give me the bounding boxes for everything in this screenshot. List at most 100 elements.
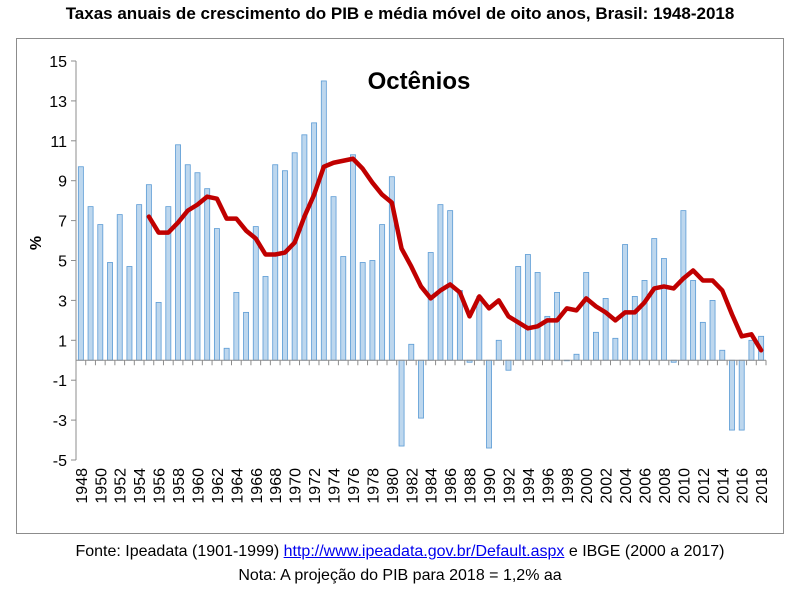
bar-2015 xyxy=(729,359,735,431)
x-tick-label: 1950 xyxy=(93,468,110,504)
bar-1958 xyxy=(175,144,181,361)
x-tick-label: 1966 xyxy=(249,468,266,504)
y-tick-label: -5 xyxy=(53,453,67,470)
bar-2012 xyxy=(699,321,706,361)
bar-2004 xyxy=(622,244,629,361)
x-tick-label: 1976 xyxy=(346,468,363,504)
bar-1977 xyxy=(359,262,366,361)
x-tick-label: 1994 xyxy=(521,468,538,504)
x-tick-label: 1948 xyxy=(74,468,91,504)
x-tick-label: 2014 xyxy=(715,468,732,504)
x-tick-label: 1964 xyxy=(229,468,246,504)
bar-1999 xyxy=(573,353,580,361)
y-tick-label: 5 xyxy=(58,254,67,271)
bar-1964 xyxy=(233,292,240,361)
bar-1953 xyxy=(126,266,133,361)
x-tick-label: 1988 xyxy=(463,468,480,504)
chart-inner-title: Octênios xyxy=(368,68,471,95)
source-link[interactable]: http://www.ipeadata.gov.br/Default.aspx xyxy=(283,543,565,560)
x-tick-label: 1956 xyxy=(152,468,169,504)
bar-1966 xyxy=(252,226,259,361)
bar-1955 xyxy=(145,184,152,361)
bar-1982 xyxy=(408,343,415,361)
bar-1984 xyxy=(427,252,434,361)
bar-1951 xyxy=(107,262,113,361)
chart-area xyxy=(16,38,784,534)
bar-1983 xyxy=(418,359,424,419)
x-tick-label: 1996 xyxy=(540,468,557,504)
y-tick-label: 3 xyxy=(58,293,67,310)
projection-note: Nota: A projeção do PIB para 2018 = 1,2%… xyxy=(238,567,562,584)
x-tick-label: 1992 xyxy=(501,468,518,504)
x-tick-label: 2010 xyxy=(676,468,693,504)
y-tick-label: 1 xyxy=(58,333,67,350)
bar-2014 xyxy=(719,349,726,361)
bar-2016 xyxy=(738,359,745,431)
bar-1965 xyxy=(243,311,249,361)
bar-series xyxy=(77,80,765,449)
x-tick-label: 2006 xyxy=(638,468,655,504)
bar-2008 xyxy=(661,258,667,361)
bar-1950 xyxy=(97,224,104,361)
bar-1985 xyxy=(437,204,444,361)
bar-1973 xyxy=(320,80,327,361)
x-tick-label: 1954 xyxy=(132,468,149,504)
bar-1975 xyxy=(340,256,347,361)
bar-1961 xyxy=(204,188,211,361)
x-tick-label: 2002 xyxy=(599,468,616,504)
bar-1981 xyxy=(398,359,405,447)
bar-1992 xyxy=(505,359,512,371)
bar-2002 xyxy=(602,297,609,361)
bar-1974 xyxy=(330,196,337,361)
bar-1978 xyxy=(369,260,376,361)
x-tick-label: 2016 xyxy=(735,468,752,504)
bar-1952 xyxy=(116,214,123,361)
bar-1954 xyxy=(136,204,143,361)
bar-2010 xyxy=(680,210,687,361)
bar-2017 xyxy=(748,339,755,361)
moving-average-series xyxy=(146,156,764,353)
bar-1959 xyxy=(184,164,191,361)
x-tick-label: 1990 xyxy=(482,468,499,504)
x-tick-label: 1962 xyxy=(210,468,227,504)
x-tick-label: 1970 xyxy=(288,468,305,504)
source-prefix: Fonte: Ipeadata (1901-1999) xyxy=(75,543,280,560)
x-tick-label: 1974 xyxy=(327,468,344,504)
bar-1970 xyxy=(291,152,298,361)
bar-2001 xyxy=(593,331,599,361)
bar-1963 xyxy=(223,347,230,361)
bar-1969 xyxy=(282,170,288,361)
chart-title: Taxas anuais de crescimento do PIB e méd… xyxy=(65,4,735,23)
y-tick-label: -1 xyxy=(53,373,67,390)
x-tick-label: 1984 xyxy=(424,468,441,504)
x-tick-label: 1972 xyxy=(307,468,324,504)
bar-1990 xyxy=(486,359,492,449)
x-tick-label: 1952 xyxy=(113,468,130,504)
bar-1976 xyxy=(350,154,356,361)
bar-2003 xyxy=(612,337,619,361)
y-tick-label: 7 xyxy=(58,214,67,231)
bar-1995 xyxy=(534,272,541,361)
bar-1949 xyxy=(87,206,94,361)
bar-1989 xyxy=(476,296,483,361)
x-tick-label: 1978 xyxy=(365,468,382,504)
bar-1968 xyxy=(272,164,279,361)
bar-1972 xyxy=(311,122,318,361)
bar-2011 xyxy=(690,280,697,361)
y-tick-label: 11 xyxy=(50,134,67,151)
x-tick-label: 2008 xyxy=(657,468,674,504)
x-tick-label: 1968 xyxy=(268,468,285,504)
bar-1967 xyxy=(262,276,269,361)
bar-2006 xyxy=(641,280,648,361)
bar-2000 xyxy=(583,272,590,361)
y-tick-label: 15 xyxy=(49,54,67,71)
x-tick-label: 2004 xyxy=(618,468,635,504)
bar-1971 xyxy=(301,134,308,361)
bar-1993 xyxy=(515,266,522,361)
source-suffix: e IBGE (2000 a 2017) xyxy=(568,543,725,560)
y-tick-label: -3 xyxy=(53,413,67,430)
x-axis: 1948 1950 1952 1954 1956 1958 1960 1962 1964 1966… xyxy=(74,359,771,504)
bar-2013 xyxy=(709,299,716,361)
